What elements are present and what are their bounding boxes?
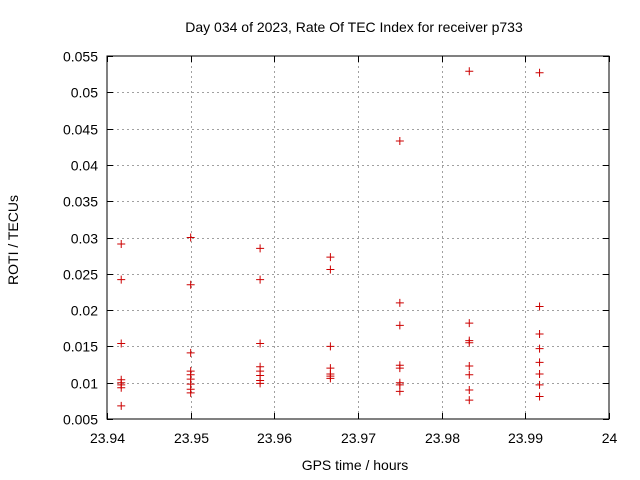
data-point xyxy=(256,379,265,388)
data-point xyxy=(256,339,265,348)
data-point xyxy=(465,385,474,394)
x-tick-label: 24 xyxy=(602,430,618,446)
x-tick-label: 23.97 xyxy=(341,430,376,446)
y-tick-label: 0.03 xyxy=(71,231,98,247)
data-point xyxy=(326,265,335,274)
data-point xyxy=(395,387,404,396)
data-point xyxy=(535,68,544,77)
x-tick-labels: 23.94 23.95 23.96 23.97 23.98 23.99 24 xyxy=(90,430,618,446)
data-point xyxy=(117,275,126,284)
data-point xyxy=(535,369,544,378)
data-point xyxy=(186,233,195,242)
y-tick-label: 0.01 xyxy=(71,376,98,392)
data-point xyxy=(186,280,195,289)
data-point xyxy=(117,401,126,410)
x-axis-label: GPS time / hours xyxy=(302,457,409,473)
data-point xyxy=(395,364,404,373)
y-tick-labels: 0.005 0.01 0.015 0.02 0.025 0.03 0.035 0.04 0.04… xyxy=(63,49,98,428)
data-point xyxy=(326,374,335,383)
x-tick-label: 23.98 xyxy=(425,430,460,446)
data-point xyxy=(117,339,126,348)
data-point xyxy=(186,388,195,397)
y-tick-label: 0.015 xyxy=(63,339,98,355)
y-tick-label: 0.04 xyxy=(71,158,98,174)
data-point xyxy=(117,383,126,392)
y-axis-label: ROTI / TECUs xyxy=(5,195,21,285)
data-point xyxy=(535,330,544,339)
data-point xyxy=(395,321,404,330)
data-point xyxy=(535,344,544,353)
data-point xyxy=(326,253,335,262)
data-point xyxy=(535,392,544,401)
data-point xyxy=(535,380,544,389)
data-point xyxy=(465,338,474,347)
data-point xyxy=(256,275,265,284)
data-point xyxy=(395,136,404,145)
grid xyxy=(107,56,609,419)
y-tick-label: 0.005 xyxy=(63,412,98,428)
y-tick-label: 0.05 xyxy=(71,85,98,101)
data-points xyxy=(117,67,544,410)
data-point xyxy=(535,358,544,367)
data-point xyxy=(465,362,474,371)
data-point xyxy=(395,298,404,307)
y-tick-label: 0.045 xyxy=(63,122,98,138)
x-tick-label: 23.94 xyxy=(90,430,125,446)
data-point xyxy=(535,302,544,311)
data-point xyxy=(465,396,474,405)
data-point xyxy=(117,240,126,249)
data-point xyxy=(465,67,474,76)
chart-title: Day 034 of 2023, Rate Of TEC Index for r… xyxy=(185,19,523,35)
x-tick-label: 23.95 xyxy=(174,430,209,446)
data-point xyxy=(326,342,335,351)
x-tick-label: 23.96 xyxy=(257,430,292,446)
data-point xyxy=(186,348,195,357)
data-point xyxy=(256,244,265,253)
y-tick-label: 0.035 xyxy=(63,194,98,210)
y-tick-label: 0.02 xyxy=(71,303,98,319)
data-point xyxy=(465,370,474,379)
plot-frame xyxy=(106,55,610,420)
data-point xyxy=(465,319,474,328)
y-tick-label: 0.055 xyxy=(63,49,98,65)
x-tick-label: 23.99 xyxy=(508,430,543,446)
y-tick-label: 0.025 xyxy=(63,267,98,283)
